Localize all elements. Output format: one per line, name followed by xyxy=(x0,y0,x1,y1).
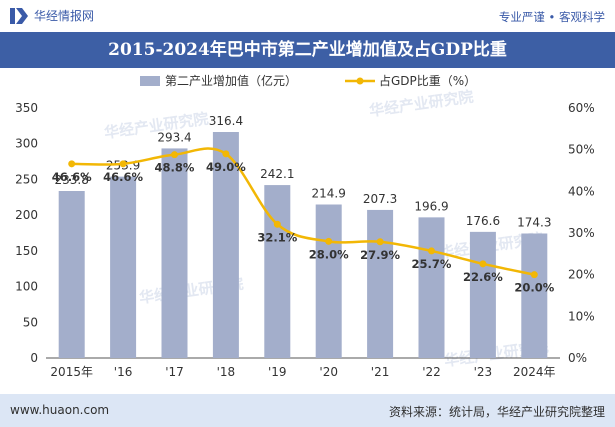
bar-value-label: 293.4 xyxy=(157,130,191,144)
x-tick-label: '16 xyxy=(114,365,133,379)
bars xyxy=(58,132,548,358)
x-tick-label: '21 xyxy=(371,365,390,379)
y-left-tick-label: 50 xyxy=(23,315,38,329)
share-value-label: 46.6% xyxy=(103,170,143,184)
x-tick-label: '17 xyxy=(165,365,184,379)
x-tick-label: '23 xyxy=(474,365,493,379)
watermark-text: 华经产业研究院 xyxy=(103,110,209,142)
bar-labels: 233.8253.9293.4316.4242.1214.9207.3196.9… xyxy=(55,114,552,230)
x-tick-label: '19 xyxy=(268,365,287,379)
y-left-tick-label: 250 xyxy=(15,172,38,186)
legend-bar-label: 第二产业增加值（亿元） xyxy=(165,73,297,88)
share-point xyxy=(376,238,384,246)
bar-value-label: 176.6 xyxy=(466,214,500,228)
y-left-tick-label: 150 xyxy=(15,244,38,258)
bar-value-label: 174.3 xyxy=(517,216,551,230)
y-right-tick-label: 50% xyxy=(568,143,595,157)
legend: 第二产业增加值（亿元） 占GDP比重（%） xyxy=(140,73,476,88)
share-value-label: 22.6% xyxy=(463,270,503,284)
share-point xyxy=(222,150,230,158)
bar xyxy=(58,191,85,358)
bar xyxy=(161,148,188,358)
x-tick-label: '20 xyxy=(319,365,338,379)
share-value-label: 32.1% xyxy=(257,230,297,244)
y-right-tick-label: 10% xyxy=(568,309,595,323)
y-left-tick-label: 200 xyxy=(15,208,38,222)
line-labels: 46.6% 46.6% 48.8% 49.0% 32.1% 28.0% 27.9% 25.7%… xyxy=(52,160,555,295)
line-series xyxy=(68,147,538,279)
share-value-label: 20.0% xyxy=(514,281,554,295)
top-bar: 华经情报网 专业严谨 • 客观科学 xyxy=(0,0,615,32)
bar xyxy=(367,209,394,358)
share-point xyxy=(428,247,435,255)
share-point xyxy=(171,151,178,159)
chart: 华经产业研究院华经产业研究院华经产业研究院华经产业研究院华经产业研究院 第二产业… xyxy=(15,73,595,379)
legend-line-label: 占GDP比重（%） xyxy=(379,73,476,88)
share-value-label: 27.9% xyxy=(360,248,400,262)
share-point xyxy=(325,237,333,245)
share-value-label: 28.0% xyxy=(309,247,349,261)
bar xyxy=(469,231,496,358)
footer-source: 资料来源：统计局，华经产业研究院整理 xyxy=(388,405,605,419)
legend-bar-swatch xyxy=(140,76,160,86)
share-value-label: 48.8% xyxy=(155,161,195,175)
share-value-label: 46.6% xyxy=(52,170,92,184)
y-left-tick-label: 100 xyxy=(15,280,38,294)
y-left-tick-label: 300 xyxy=(15,137,38,151)
bar-value-label: 214.9 xyxy=(312,187,346,201)
legend-line-marker xyxy=(356,77,364,85)
bar xyxy=(110,176,137,358)
watermark-text: 华经产业研究院 xyxy=(368,88,474,120)
slogan: 专业严谨 • 客观科学 xyxy=(498,10,605,24)
x-tick-label: 2015年 xyxy=(50,365,93,379)
share-point xyxy=(68,160,76,168)
share-point xyxy=(273,220,281,228)
y-right-tick-label: 30% xyxy=(568,226,595,240)
share-point xyxy=(479,260,487,268)
share-point xyxy=(530,271,538,279)
y-right-tick-label: 0% xyxy=(568,351,587,365)
share-value-label: 49.0% xyxy=(206,160,246,174)
title-bar: 2015-2024年巴中市第二产业增加值及占GDP比重 xyxy=(0,32,615,68)
bar-value-label: 207.3 xyxy=(363,192,397,206)
logo-icon xyxy=(10,7,28,24)
share-line xyxy=(71,147,535,276)
footer-website: www.huaon.com xyxy=(10,403,110,417)
bar xyxy=(212,132,239,358)
bar xyxy=(315,204,342,358)
x-tick-label: '18 xyxy=(217,365,236,379)
y-right-tick-label: 20% xyxy=(568,268,595,282)
bar-value-label: 316.4 xyxy=(209,114,243,128)
share-point xyxy=(119,160,127,168)
x-tick-label: '22 xyxy=(422,365,441,379)
bar-value-label: 242.1 xyxy=(260,167,294,181)
y-right-tick-label: 60% xyxy=(568,101,595,115)
bar xyxy=(521,233,548,358)
axes: 0 50 100 150 200 250 300 350 0% 10% 20% 30% 40% 50% 60… xyxy=(15,101,595,379)
logo-text: 华经情报网 xyxy=(34,9,95,23)
chart-title: 2015-2024年巴中市第二产业增加值及占GDP比重 xyxy=(108,40,507,60)
y-left-tick-label: 0 xyxy=(30,351,38,365)
x-tick-label: 2024年 xyxy=(513,365,556,379)
bar-value-label: 233.8 xyxy=(55,173,89,187)
y-left-tick-label: 350 xyxy=(15,101,38,115)
bar-value-label: 196.9 xyxy=(414,199,448,213)
bar xyxy=(418,217,445,358)
bar xyxy=(264,185,291,358)
logo: 华经情报网 xyxy=(10,7,94,24)
footer: www.huaon.com 资料来源：统计局，华经产业研究院整理 xyxy=(0,394,615,427)
y-right-tick-label: 40% xyxy=(568,184,595,198)
share-value-label: 25.7% xyxy=(412,257,452,271)
